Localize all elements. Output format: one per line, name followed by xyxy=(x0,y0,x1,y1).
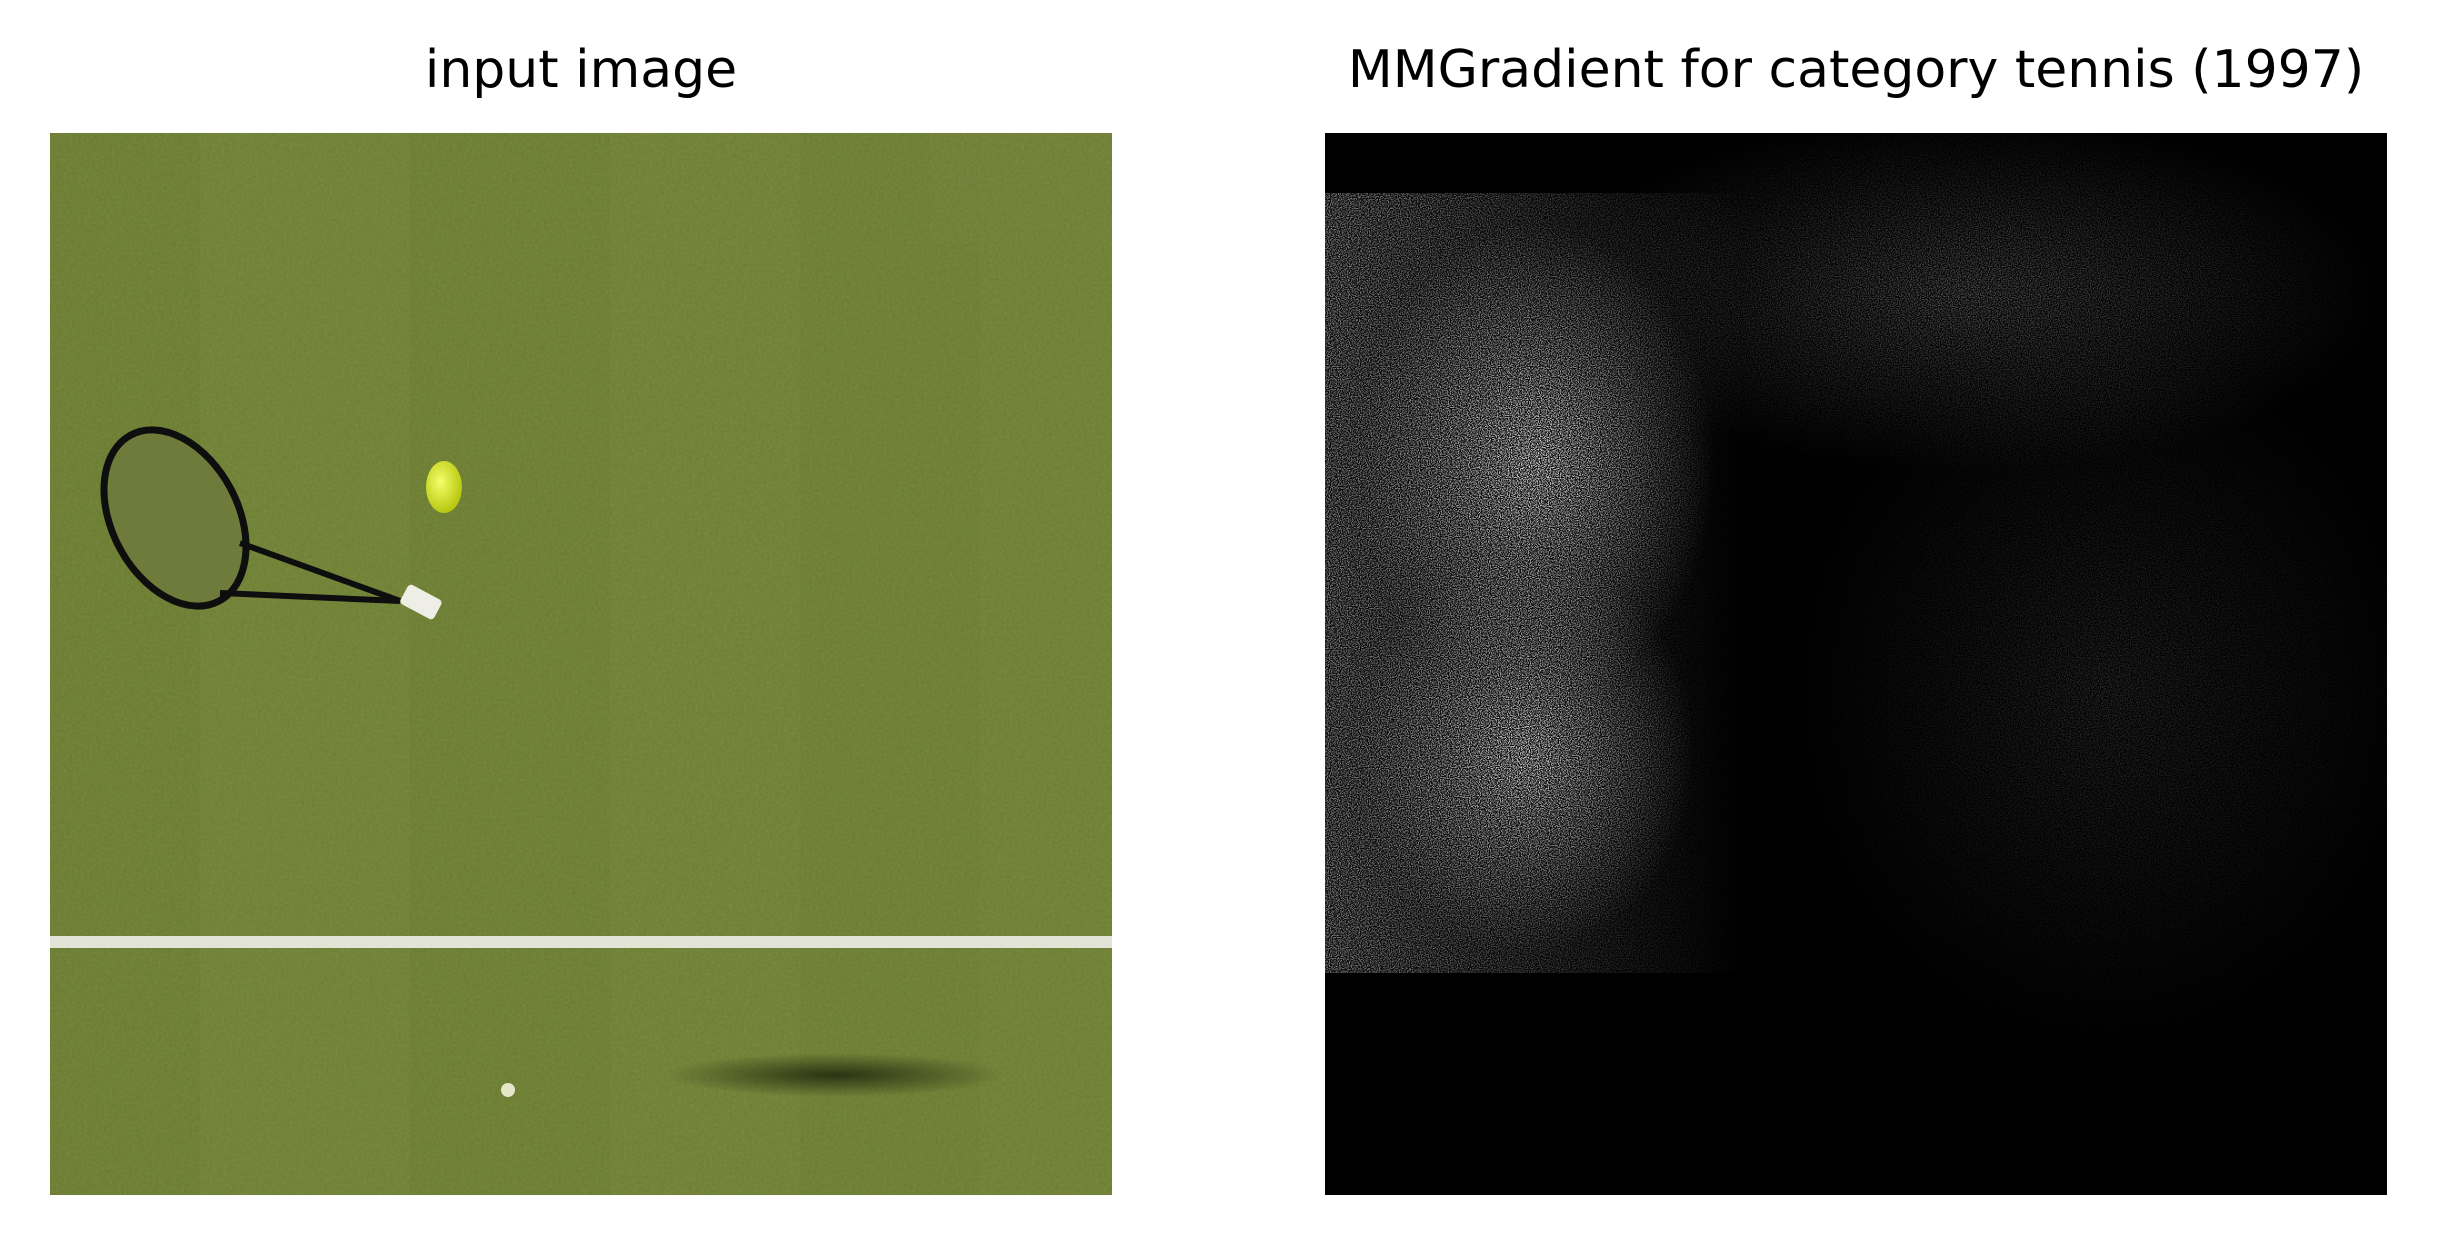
input-image xyxy=(50,133,1112,1195)
racket-icon xyxy=(100,426,442,620)
input-image-title: input image xyxy=(424,40,738,100)
saliency-map-title: MMGradient for category tennis (1997) xyxy=(1347,40,2365,100)
tennis-ball-icon xyxy=(426,461,462,513)
saliency-highlights xyxy=(1325,133,2387,1053)
small-ball-icon xyxy=(501,1083,515,1097)
racket-shadow xyxy=(665,1053,1005,1097)
grass-court xyxy=(50,133,1112,1195)
saliency-map xyxy=(1325,133,2387,1195)
court-line xyxy=(50,936,1112,948)
